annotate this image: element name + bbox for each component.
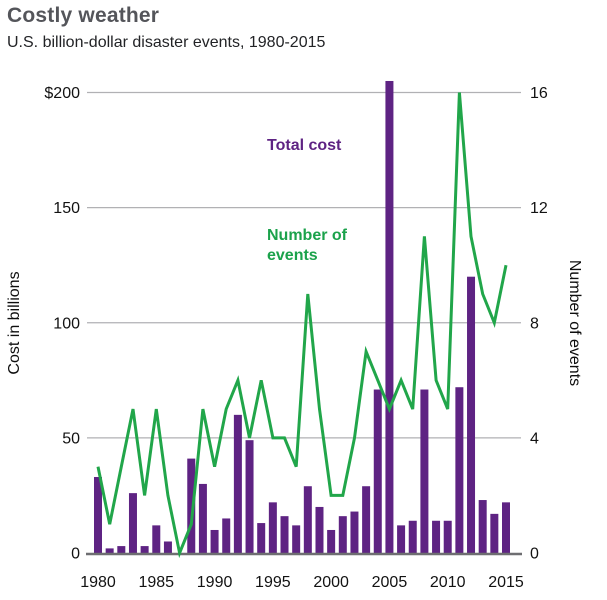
right-tick-16: 16 [530, 85, 548, 102]
x-tick-2005: 2005 [372, 574, 408, 591]
cost-bar-1981 [105, 548, 114, 553]
x-tick-1985: 1985 [138, 574, 174, 591]
cost-bar-1990 [210, 529, 219, 553]
left-tick-0: 0 [71, 546, 80, 563]
cost-bar-2011 [455, 387, 464, 553]
cost-bar-2002 [350, 511, 359, 553]
cost-bar-1986 [163, 541, 172, 553]
right-axis-title: Number of events [566, 260, 583, 386]
cost-bar-1988 [187, 458, 196, 553]
events-line [96, 92, 508, 559]
cost-bar-2004 [373, 389, 382, 553]
cost-bar-1996 [280, 516, 289, 553]
cost-bar-2001 [338, 516, 347, 553]
cost-bar-2007 [408, 520, 417, 553]
cost-bar-1980 [94, 477, 102, 553]
cost-bar-2013 [478, 500, 487, 553]
cost-bar-1997 [292, 525, 301, 553]
x-tick-2015: 2015 [488, 574, 524, 591]
cost-bar-1994 [257, 523, 266, 553]
cost-bar-1993 [245, 440, 254, 553]
left-tick-150: 150 [53, 200, 80, 217]
cost-bar-1989 [198, 483, 207, 553]
cost-bar-1991 [222, 518, 231, 553]
page-title: Costly weather [7, 4, 160, 27]
cost-bar-1992 [233, 414, 242, 553]
right-tick-0: 0 [530, 546, 539, 563]
cost-bar-1999 [315, 506, 324, 553]
left-tick-200: $200 [44, 85, 80, 102]
cost-bar-2000 [327, 529, 336, 553]
x-tick-1995: 1995 [255, 574, 291, 591]
cost-bar-2008 [420, 389, 429, 553]
cost-bar-2006 [397, 525, 406, 553]
left-tick-50: 50 [62, 430, 80, 447]
total-cost-label: Total cost [267, 137, 342, 154]
number-of-events-label: Number of events [267, 227, 347, 264]
cost-bar-2015 [502, 502, 510, 553]
right-tick-8: 8 [530, 315, 539, 332]
cost-bar-1985 [152, 525, 161, 553]
cost-bar-1984 [140, 546, 149, 553]
number-of-events-line [96, 92, 508, 559]
cost-bar-1995 [268, 502, 277, 553]
left-tick-100: 100 [53, 315, 80, 332]
cost-bar-1998 [303, 486, 312, 553]
total-cost-bars [94, 80, 510, 554]
cost-bar-1982 [117, 546, 126, 553]
x-tick-1990: 1990 [197, 574, 233, 591]
cost-bar-1983 [128, 493, 137, 553]
right-tick-12: 12 [530, 200, 548, 217]
cost-bar-2014 [490, 513, 499, 553]
cost-bar-2010 [443, 520, 452, 553]
right-tick-4: 4 [530, 430, 539, 447]
cost-bar-2009 [432, 520, 441, 553]
chart-subtitle: U.S. billion-dollar disaster events, 198… [7, 34, 326, 51]
cost-bar-2012 [467, 276, 476, 553]
cost-bar-2005 [385, 80, 394, 554]
x-tick-2000: 2000 [313, 574, 349, 591]
x-tick-2010: 2010 [430, 574, 466, 591]
x-tick-1980: 1980 [80, 574, 116, 591]
left-axis-title: Cost in billions [6, 271, 23, 374]
cost-bar-2003 [362, 486, 371, 553]
